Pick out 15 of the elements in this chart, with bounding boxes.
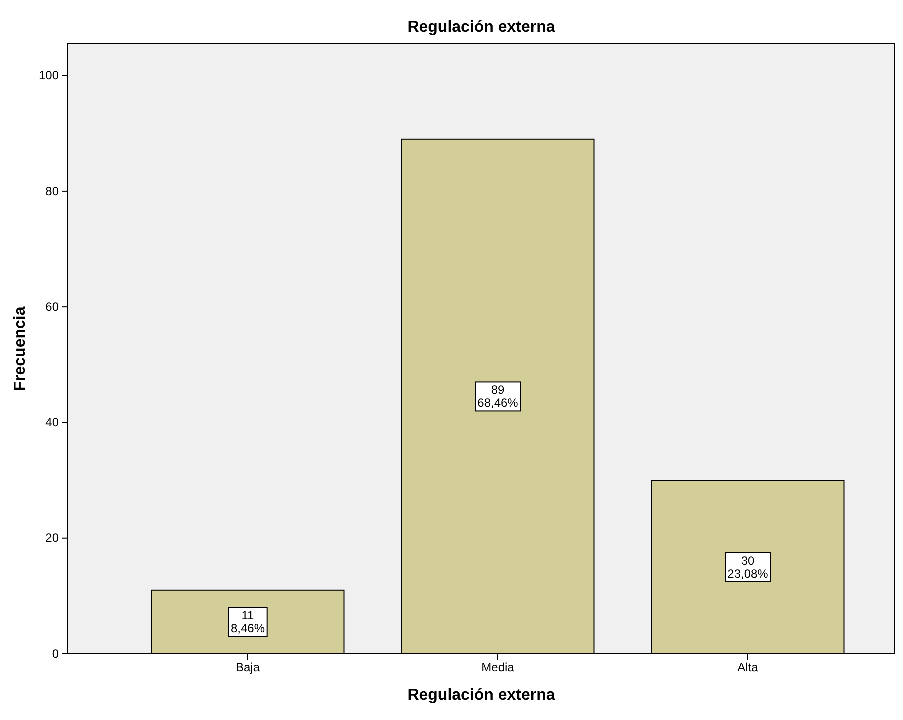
x-tick-label: Baja	[236, 660, 260, 675]
chart-title: Regulación externa	[408, 19, 556, 36]
x-tick-label: Alta	[738, 660, 759, 675]
y-axis-title: Frecuencia	[12, 306, 29, 392]
data-label: 89 68,46%	[478, 383, 519, 410]
x-tick-label: Media	[482, 660, 515, 675]
x-axis-title: Regulación externa	[408, 687, 556, 704]
y-tick-label: 20	[46, 531, 60, 546]
y-tick-label: 100	[38, 68, 60, 83]
data-label: 30 23,08%	[728, 554, 769, 581]
data-label: 11 8,46%	[230, 608, 266, 636]
y-tick-label: 80	[46, 184, 60, 198]
y-tick-label: 0	[52, 646, 60, 661]
y-tick-label: 40	[46, 416, 60, 430]
y-tick-label: 60	[46, 300, 60, 314]
